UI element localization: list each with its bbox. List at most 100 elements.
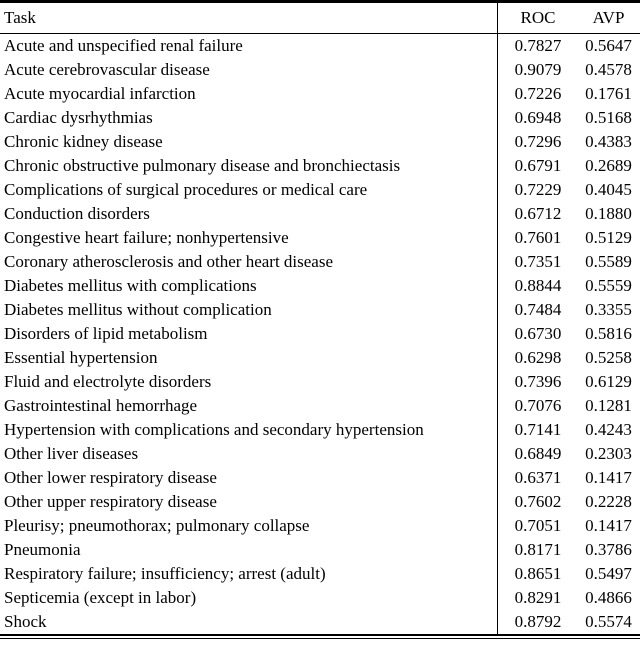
roc-cell: 0.6730 — [514, 324, 562, 343]
values-group: 0.7229 0.4045 — [497, 178, 640, 202]
roc-cell: 0.8792 — [514, 612, 562, 631]
roc-cell: 0.9079 — [514, 60, 562, 79]
task-cell: Pleurisy; pneumothorax; pulmonary collap… — [4, 516, 310, 535]
table-row: Coronary atherosclerosis and other heart… — [0, 250, 640, 274]
roc-cell: 0.7396 — [514, 372, 562, 391]
values-group: 0.6791 0.2689 — [497, 154, 640, 178]
roc-cell: 0.6791 — [514, 156, 562, 175]
task-cell: Fluid and electrolyte disorders — [4, 372, 212, 391]
table-row: Fluid and electrolyte disorders 0.7396 0… — [0, 370, 640, 394]
task-cell: Conduction disorders — [4, 204, 150, 223]
task-cell: Cardiac dysrhythmias — [4, 108, 153, 127]
roc-cell: 0.7051 — [514, 516, 562, 535]
table-row: Respiratory failure; insufficiency; arre… — [0, 562, 640, 586]
header-values-group: ROC AVP — [497, 3, 640, 33]
roc-cell: 0.7827 — [514, 36, 562, 55]
roc-cell: 0.7601 — [514, 228, 562, 247]
values-group: 0.8651 0.5497 — [497, 562, 640, 586]
task-cell: Acute myocardial infarction — [4, 84, 196, 103]
avp-cell: 0.3355 — [585, 300, 632, 319]
roc-cell: 0.8171 — [514, 540, 562, 559]
avp-cell: 0.4045 — [585, 180, 632, 199]
avp-cell: 0.4383 — [585, 132, 632, 151]
table-row: Acute cerebrovascular disease 0.9079 0.4… — [0, 58, 640, 82]
column-header-avp: AVP — [592, 8, 625, 27]
avp-cell: 0.1417 — [585, 468, 632, 487]
values-group: 0.7602 0.2228 — [497, 490, 640, 514]
roc-cell: 0.7351 — [514, 252, 562, 271]
table-row: Acute myocardial infarction 0.7226 0.176… — [0, 82, 640, 106]
table-row: Pleurisy; pneumothorax; pulmonary collap… — [0, 514, 640, 538]
avp-cell: 0.5168 — [585, 108, 632, 127]
avp-cell: 0.1281 — [585, 396, 632, 415]
table-row: Cardiac dysrhythmias 0.6948 0.5168 — [0, 106, 640, 130]
table-row: Hypertension with complications and seco… — [0, 418, 640, 442]
roc-cell: 0.6849 — [514, 444, 562, 463]
roc-cell: 0.6712 — [514, 204, 562, 223]
roc-cell: 0.7484 — [514, 300, 562, 319]
avp-cell: 0.4578 — [585, 60, 632, 79]
task-cell: Acute and unspecified renal failure — [4, 36, 243, 55]
avp-cell: 0.5258 — [585, 348, 632, 367]
table-header-row: Task ROC AVP — [0, 3, 640, 33]
avp-cell: 0.5816 — [585, 324, 632, 343]
task-cell: Complications of surgical procedures or … — [4, 180, 368, 199]
roc-cell: 0.7141 — [514, 420, 562, 439]
table-row: Disorders of lipid metabolism 0.6730 0.5… — [0, 322, 640, 346]
table-row: Other liver diseases 0.6849 0.2303 — [0, 442, 640, 466]
table-row: Other upper respiratory disease 0.7602 0… — [0, 490, 640, 514]
column-header-task: Task — [4, 8, 36, 27]
avp-cell: 0.2303 — [585, 444, 632, 463]
avp-cell: 0.2689 — [585, 156, 632, 175]
roc-cell: 0.8651 — [514, 564, 562, 583]
values-group: 0.8171 0.3786 — [497, 538, 640, 562]
avp-cell: 0.1417 — [585, 516, 632, 535]
task-cell: Congestive heart failure; nonhypertensiv… — [4, 228, 289, 247]
task-cell: Respiratory failure; insufficiency; arre… — [4, 564, 326, 583]
values-group: 0.8291 0.4866 — [497, 586, 640, 610]
values-group: 0.7351 0.5589 — [497, 250, 640, 274]
values-group: 0.6730 0.5816 — [497, 322, 640, 346]
values-group: 0.7396 0.6129 — [497, 370, 640, 394]
table-row: Chronic kidney disease 0.7296 0.4383 — [0, 130, 640, 154]
values-group: 0.6948 0.5168 — [497, 106, 640, 130]
task-cell: Diabetes mellitus with complications — [4, 276, 257, 295]
avp-cell: 0.5497 — [585, 564, 632, 583]
table-row: Acute and unspecified renal failure 0.78… — [0, 34, 640, 58]
avp-cell: 0.5559 — [585, 276, 632, 295]
task-cell: Pneumonia — [4, 540, 81, 559]
roc-cell: 0.6298 — [514, 348, 562, 367]
bottom-rule — [0, 634, 640, 639]
table-row: Diabetes mellitus without complication 0… — [0, 298, 640, 322]
task-cell: Gastrointestinal hemorrhage — [4, 396, 198, 415]
avp-cell: 0.5574 — [585, 612, 632, 631]
table-row: Complications of surgical procedures or … — [0, 178, 640, 202]
task-cell: Chronic kidney disease — [4, 132, 163, 151]
values-group: 0.7601 0.5129 — [497, 226, 640, 250]
table-row: Congestive heart failure; nonhypertensiv… — [0, 226, 640, 250]
avp-cell: 0.4243 — [585, 420, 632, 439]
values-group: 0.6712 0.1880 — [497, 202, 640, 226]
header-rule — [0, 33, 640, 34]
values-group: 0.7827 0.5647 — [497, 34, 640, 58]
table-row: Shock 0.8792 0.5574 — [0, 610, 640, 634]
values-group: 0.7141 0.4243 — [497, 418, 640, 442]
avp-cell: 0.5129 — [585, 228, 632, 247]
task-cell: Diabetes mellitus without complication — [4, 300, 272, 319]
task-cell: Acute cerebrovascular disease — [4, 60, 210, 79]
roc-cell: 0.7229 — [514, 180, 562, 199]
task-cell: Shock — [4, 612, 47, 631]
task-cell: Chronic obstructive pulmonary disease an… — [4, 156, 401, 175]
task-cell: Coronary atherosclerosis and other heart… — [4, 252, 334, 271]
table-row: Chronic obstructive pulmonary disease an… — [0, 154, 640, 178]
roc-cell: 0.7226 — [514, 84, 562, 103]
task-cell: Other upper respiratory disease — [4, 492, 217, 511]
table-row: Pneumonia 0.8171 0.3786 — [0, 538, 640, 562]
values-group: 0.8844 0.5559 — [497, 274, 640, 298]
task-cell: Essential hypertension — [4, 348, 158, 367]
values-group: 0.9079 0.4578 — [497, 58, 640, 82]
values-group: 0.6849 0.2303 — [497, 442, 640, 466]
table-row: Conduction disorders 0.6712 0.1880 — [0, 202, 640, 226]
values-group: 0.8792 0.5574 — [497, 610, 640, 634]
